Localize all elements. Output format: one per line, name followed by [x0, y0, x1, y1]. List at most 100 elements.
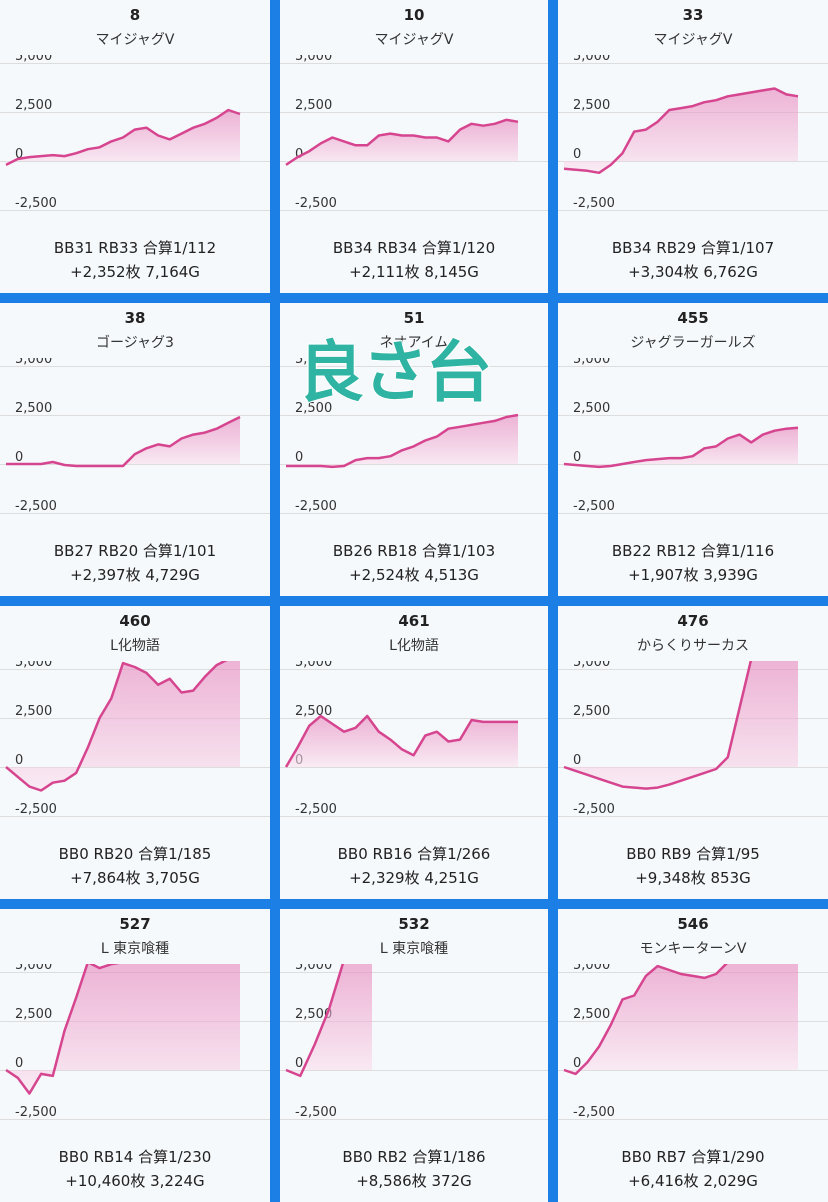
y-tick-label: -2,500 — [573, 1105, 615, 1120]
slump-line — [563, 426, 799, 469]
y-tick-label: 2,500 — [295, 1007, 332, 1022]
slump-area — [564, 661, 798, 789]
y-tick-label: 0 — [573, 753, 581, 768]
machine-card[interactable]: 546 モンキーターンV 5,000 2,500 0 -2,500 BB0 RB7 合算1/… — [558, 909, 828, 1202]
y-tick-label: 5,000 — [295, 964, 332, 973]
y-tick-label: -2,500 — [573, 802, 615, 817]
slump-area — [564, 964, 798, 1074]
y-tick-label: 0 — [573, 450, 581, 465]
machine-number: 10 — [403, 6, 425, 24]
slump-area — [286, 716, 518, 767]
slump-area — [564, 88, 798, 173]
y-tick-label: 0 — [15, 147, 23, 162]
y-tick-label: -2,500 — [15, 499, 57, 514]
machine-name: L化物語 — [110, 638, 160, 654]
bonus-stats: BB0 RB20 合算1/185 — [58, 845, 212, 863]
y-tick-label: -2,500 — [295, 802, 337, 817]
y-tick-label: 2,500 — [295, 98, 332, 113]
medal-games-stats: +8,586枚 372G — [356, 1172, 472, 1190]
y-tick-label: 0 — [295, 147, 303, 162]
machine-card[interactable]: 51 ネオアイム 5,000 2,500 0 -2,500 BB26 RB18 合算1/10… — [280, 303, 548, 596]
slump-chart: 5,000 2,500 0 -2,500 — [558, 55, 828, 211]
machine-number: 33 — [682, 6, 704, 24]
medal-games-stats: +1,907枚 3,939G — [628, 566, 758, 584]
slump-chart: 5,000 2,500 0 -2,500 — [558, 964, 828, 1120]
machine-name: L化物語 — [389, 638, 439, 654]
slump-area — [6, 661, 240, 791]
bonus-stats: BB0 RB2 合算1/186 — [342, 1148, 486, 1166]
bonus-stats: BB0 RB16 合算1/266 — [337, 845, 491, 863]
bonus-stats: BB31 RB33 合算1/112 — [53, 239, 217, 257]
machine-card[interactable]: 532 L 東京喰種 5,000 2,500 0 -2,500 BB0 RB2 合算1/18… — [280, 909, 548, 1202]
machine-card[interactable]: 460 L化物語 5,000 2,500 0 -2,500 BB0 RB20 合算1/185… — [0, 606, 270, 899]
bonus-stats: BB0 RB7 合算1/290 — [621, 1148, 765, 1166]
machine-number: 476 — [677, 612, 709, 630]
y-tick-label: 2,500 — [573, 98, 610, 113]
slump-line — [563, 964, 728, 1076]
machine-name: マイジャグV — [374, 32, 454, 48]
y-tick-label: 5,000 — [573, 661, 610, 670]
machine-number: 51 — [403, 309, 425, 327]
machine-number: 527 — [119, 915, 151, 933]
medal-games-stats: +2,524枚 4,513G — [349, 566, 479, 584]
y-tick-label: 2,500 — [295, 401, 332, 416]
slump-line — [6, 415, 241, 468]
y-tick-label: -2,500 — [15, 196, 57, 211]
machine-number: 455 — [677, 309, 709, 327]
slump-line — [284, 714, 518, 768]
y-tick-label: 0 — [295, 450, 303, 465]
machine-name: L 東京喰種 — [100, 941, 170, 957]
y-tick-label: 2,500 — [295, 704, 332, 719]
machine-card[interactable]: 8 マイジャグV 5,000 2,500 0 -2,500 BB31 RB33 合算1/11… — [0, 0, 270, 293]
slump-line — [563, 87, 799, 175]
machine-card[interactable]: 38 ゴージャグ3 5,000 2,500 0 -2,500 BB27 RB20 合算1/1… — [0, 303, 270, 596]
y-tick-label: -2,500 — [295, 196, 337, 211]
y-tick-label: 2,500 — [573, 1007, 610, 1022]
y-tick-label: 2,500 — [15, 704, 52, 719]
machine-number: 546 — [677, 915, 709, 933]
machine-card[interactable]: 33 マイジャグV 5,000 2,500 0 -2,500 BB34 RB29 合算1/1… — [558, 0, 828, 293]
y-tick-label: 0 — [573, 147, 581, 162]
machine-name: マイジャグV — [653, 32, 733, 48]
y-tick-label: 5,000 — [15, 358, 52, 367]
machine-number: 460 — [119, 612, 151, 630]
medal-games-stats: +3,304枚 6,762G — [628, 263, 758, 281]
slump-area — [286, 964, 372, 1076]
y-tick-label: 0 — [295, 1056, 303, 1071]
medal-games-stats: +6,416枚 2,029G — [628, 1172, 758, 1190]
bonus-stats: BB0 RB9 合算1/95 — [626, 845, 760, 863]
y-tick-label: -2,500 — [295, 499, 337, 514]
slump-chart: 5,000 2,500 0 -2,500 — [0, 661, 270, 817]
slump-line — [285, 964, 345, 1078]
y-tick-label: 0 — [15, 1056, 23, 1071]
slump-line — [286, 413, 519, 469]
machine-card[interactable]: 527 L 東京喰種 5,000 2,500 0 -2,500 BB0 RB14 合算1/2… — [0, 909, 270, 1202]
machine-number: 461 — [398, 612, 430, 630]
slump-chart: 5,000 2,500 0 -2,500 — [558, 358, 828, 514]
good-machine-label: 良さ台 — [297, 334, 493, 411]
machine-name: モンキーターンV — [639, 941, 747, 957]
y-tick-label: 2,500 — [573, 704, 610, 719]
machine-name: ゴージャグ3 — [96, 335, 174, 351]
machine-name: からくりサーカス — [637, 638, 749, 654]
slump-area — [564, 427, 798, 467]
slump-area — [6, 110, 240, 165]
y-tick-label: 5,000 — [15, 661, 52, 670]
machine-card[interactable]: 10 マイジャグV 5,000 2,500 0 -2,500 BB34 RB34 合算1/1… — [280, 0, 548, 293]
machine-number: 8 — [129, 6, 141, 24]
y-tick-label: 0 — [15, 450, 23, 465]
slump-chart: 5,000 2,500 0 -2,500 — [0, 55, 270, 211]
slump-chart: 5,000 2,500 0 -2,500 — [280, 55, 548, 211]
y-tick-label: 5,000 — [295, 358, 332, 367]
y-tick-label: -2,500 — [573, 196, 615, 211]
y-tick-label: 5,000 — [295, 55, 332, 64]
y-tick-label: 0 — [573, 1056, 581, 1071]
y-tick-label: 2,500 — [15, 1007, 52, 1022]
bonus-stats: BB27 RB20 合算1/101 — [53, 542, 217, 560]
slump-area — [6, 417, 240, 466]
machine-card[interactable]: 455 ジャグラーガールズ 5,000 2,500 0 -2,500 BB22 RB12 合… — [558, 303, 828, 596]
y-tick-label: 2,500 — [15, 98, 52, 113]
machine-card[interactable]: 476 からくりサーカス 5,000 2,500 0 -2,500 BB0 RB9 合算1/… — [558, 606, 828, 899]
y-tick-label: 5,000 — [573, 55, 610, 64]
